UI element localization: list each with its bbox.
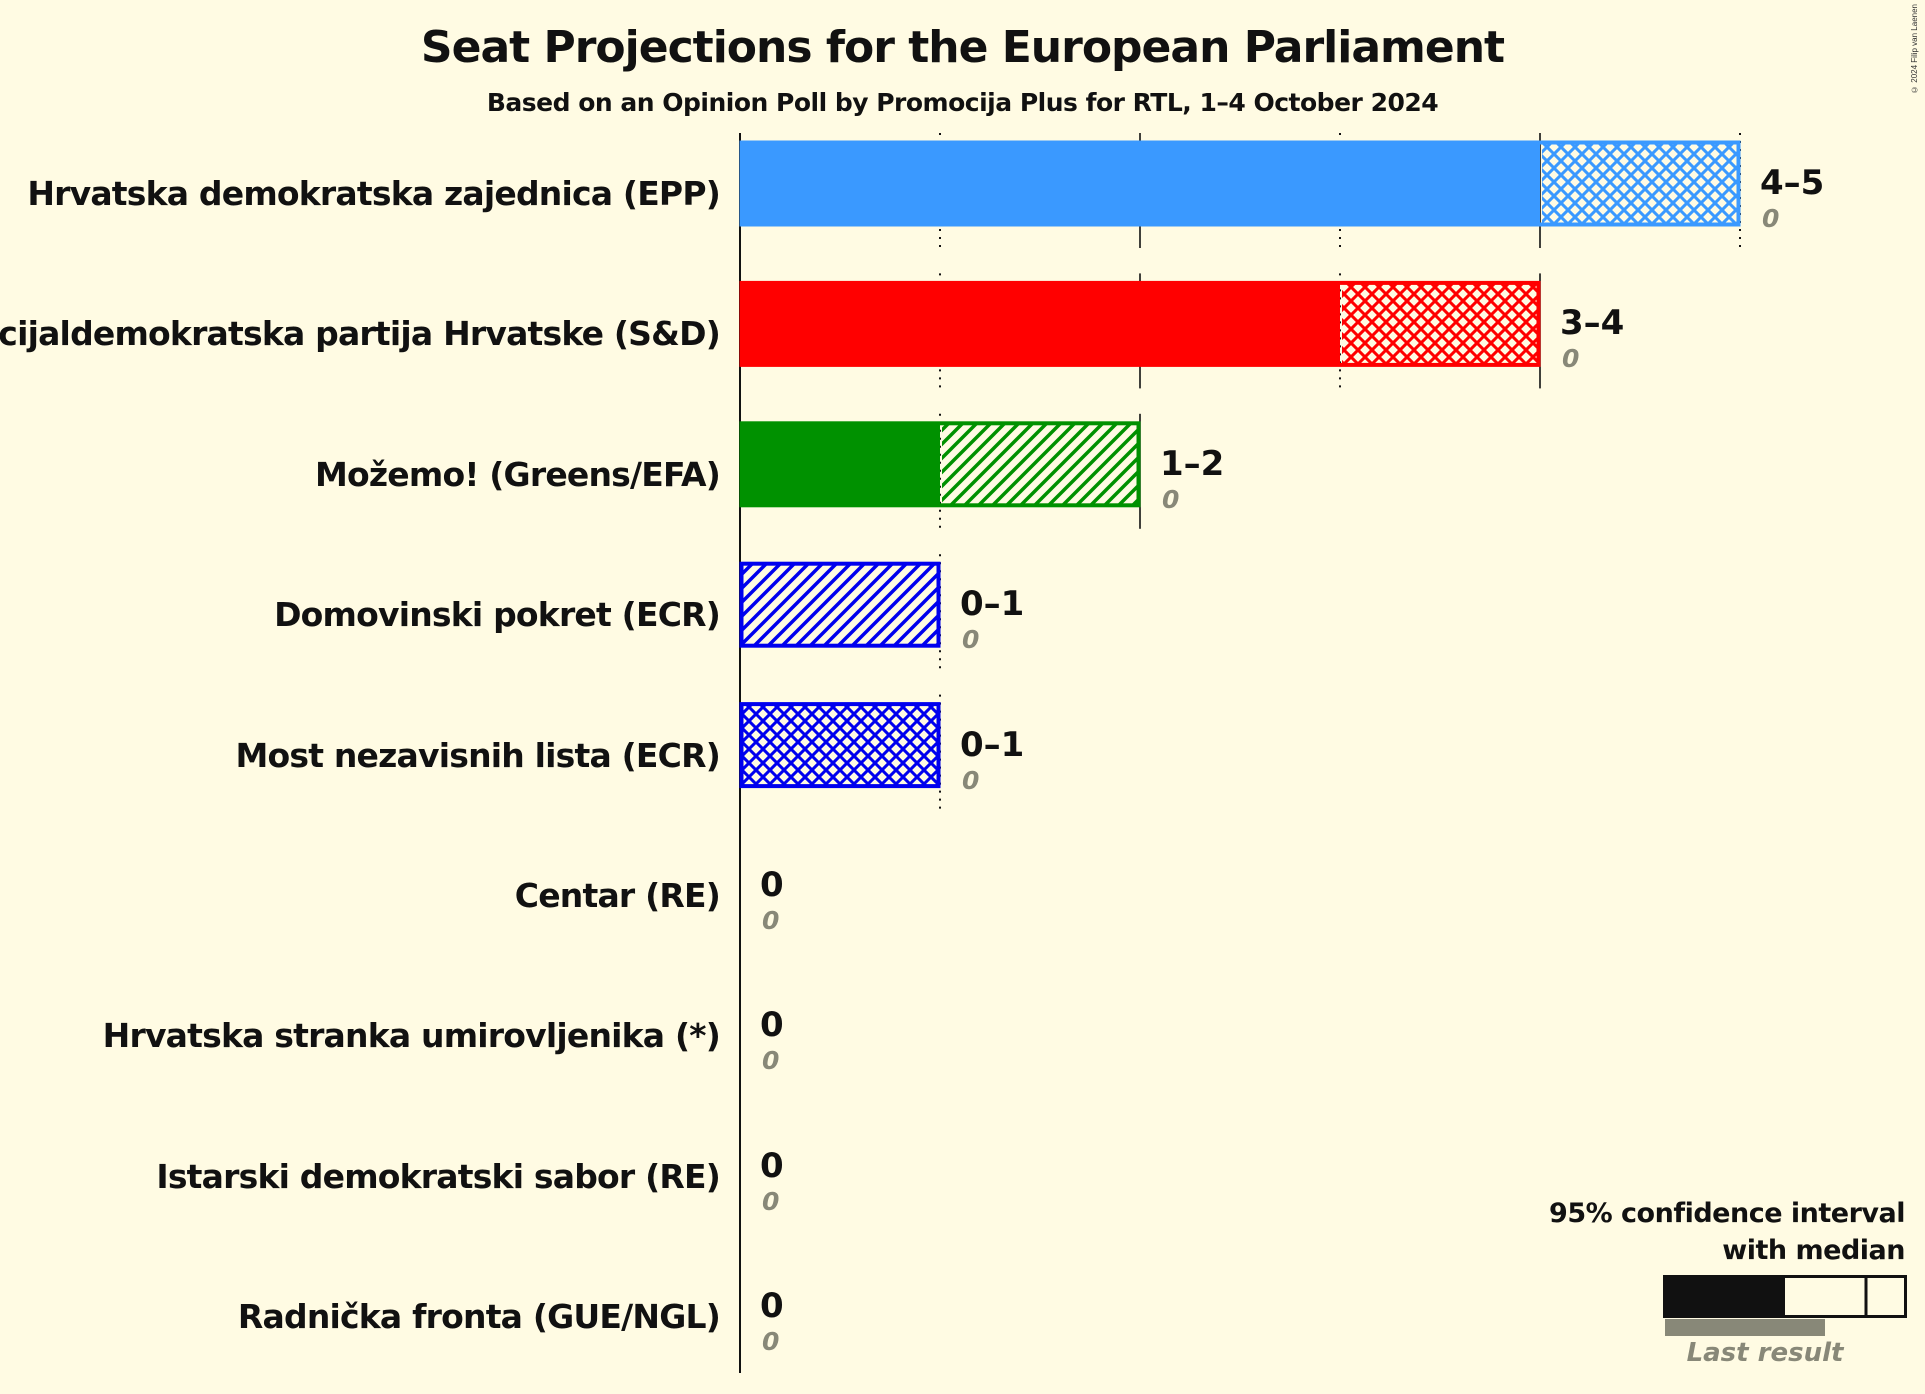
seat-range-label: 0: [760, 865, 784, 905]
last-result-label: 0: [762, 1186, 780, 1216]
seat-range-label: 0–1: [960, 584, 1025, 625]
legend-last-result-bar: [1665, 1319, 1825, 1336]
last-result-label: 0: [962, 625, 980, 655]
bar-ci-crosshatch: [742, 705, 938, 785]
seat-range-label: 0: [760, 1145, 784, 1186]
last-result-label: 0: [762, 906, 780, 935]
seat-range-label: 4–5: [1760, 163, 1825, 203]
legend-last-result-label: Last result: [1686, 1338, 1844, 1368]
bars: [739, 140, 1741, 789]
last-result-label: 0: [962, 765, 980, 795]
bar-group: [739, 280, 1541, 367]
seat-range-label: 0–1: [960, 724, 1025, 765]
bar-ci-solid: [740, 141, 1540, 226]
chart-subtitle: Based on an Opinion Poll by Promocija Pl…: [486, 88, 1439, 117]
party-label: Radnička fronta (GUE/NGL): [237, 1297, 721, 1337]
party-label: Socijaldemokratska partija Hrvatske (S&D…: [0, 314, 721, 354]
legend-title-line2: with median: [1722, 1235, 1905, 1266]
bar-group: [739, 140, 1741, 227]
legend-title: 95% confidence interval with median: [1549, 1195, 1905, 1269]
seat-range-label: 0: [760, 1286, 784, 1327]
last-result-label: 0: [1162, 484, 1180, 514]
bar-ci-solid: [740, 281, 1340, 367]
bar-group: [739, 421, 1141, 508]
legend-title-line1: 95% confidence interval: [1549, 1198, 1905, 1229]
last-result-label: 0: [762, 1046, 780, 1076]
party-label: Most nezavisnih lista (ECR): [235, 735, 720, 775]
seat-range-label: 1–2: [1160, 443, 1225, 484]
party-label: Hrvatska demokratska zajednica (EPP): [27, 174, 720, 213]
legend-crosshatch: [1785, 1278, 1865, 1315]
last-result-label: 0: [1562, 344, 1580, 374]
legend-diagonal: [1867, 1278, 1905, 1315]
last-result-label: 0: [1762, 204, 1780, 233]
bar-outline: [739, 140, 1741, 227]
bar-outline: [739, 280, 1541, 367]
party-label: Istarski demokratski sabor (RE): [156, 1156, 720, 1196]
bar-ci-hatch: [942, 424, 1138, 504]
party-label: Domovinski pokret (ECR): [274, 595, 721, 635]
party-label: Možemo! (Greens/EFA): [314, 454, 721, 494]
seat-range-label: 3–4: [1560, 303, 1625, 344]
bar-outline: [739, 702, 941, 789]
bar-group: [739, 561, 941, 648]
party-label: Centar (RE): [514, 876, 721, 915]
seat-range-label: 0: [760, 1005, 784, 1046]
chart-title: Seat Projections for the European Parlia…: [420, 22, 1505, 73]
bar-ci-solid: [740, 421, 940, 507]
last-result-label: 0: [762, 1327, 780, 1357]
bar-ci-hatch: [742, 565, 938, 645]
bar-ci-hatch: [1342, 284, 1538, 364]
bar-outline: [739, 421, 1141, 508]
bar-ci-hatch: [1542, 144, 1738, 223]
bar-group: [739, 702, 941, 789]
legend-solid: [1663, 1275, 1785, 1318]
bar-outline: [739, 561, 941, 648]
legend-swatch: [1663, 1275, 1907, 1336]
party-label: Hrvatska stranka umirovljenika (*): [102, 1016, 721, 1056]
